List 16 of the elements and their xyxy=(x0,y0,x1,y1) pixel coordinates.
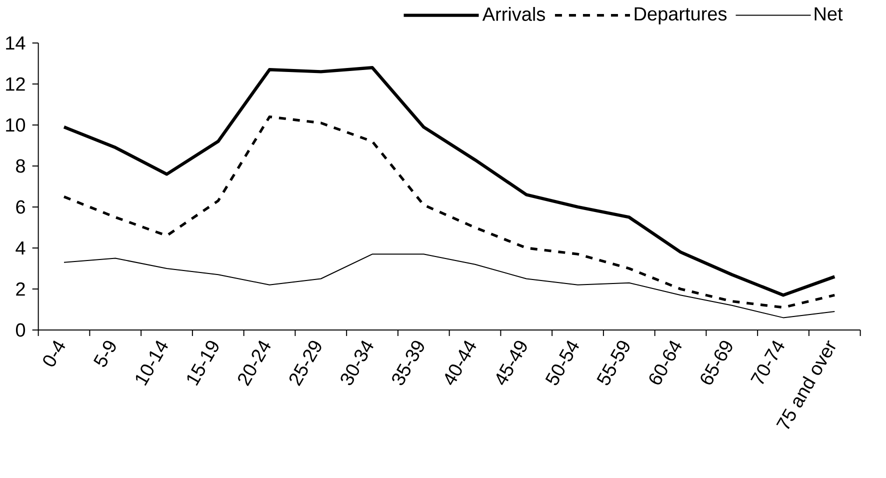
y-tick-label: 4 xyxy=(16,241,26,255)
y-tick-label: 2 xyxy=(16,282,25,296)
y-tick-label: 6 xyxy=(16,200,25,214)
legend-label: Net xyxy=(814,7,843,21)
y-tick-label: 8 xyxy=(16,159,25,173)
x-tick-label: 5-9 xyxy=(94,340,116,367)
x-tick-label: 0-4 xyxy=(43,340,66,366)
line-series xyxy=(62,66,836,297)
line-series xyxy=(62,115,836,309)
y-tick-label: 12 xyxy=(6,77,25,91)
y-tick-label: 0 xyxy=(16,323,26,337)
y-tick-label: 14 xyxy=(6,36,26,50)
y-tick-label: 10 xyxy=(6,118,26,132)
line-series xyxy=(64,254,836,318)
legend-label: Departures xyxy=(634,7,727,24)
legend-label: Arrivals xyxy=(482,7,545,21)
